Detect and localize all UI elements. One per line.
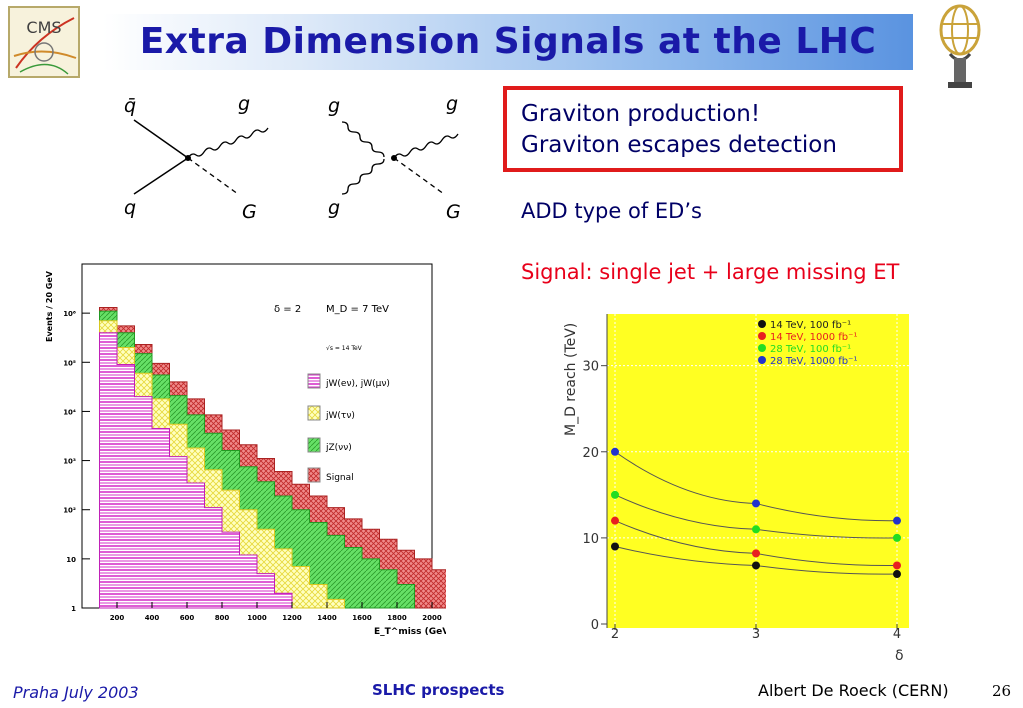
hist-series-0 [99, 332, 293, 609]
hist-annot-sqrts: √s = 14 TeV [326, 345, 363, 352]
hist-xtick: 2000 [422, 614, 442, 622]
diagram2-label-br: G [446, 201, 461, 223]
reach-ytick: 10 [582, 532, 599, 547]
page-number: 26 [992, 682, 1012, 700]
reach-ytick: 0 [591, 618, 599, 633]
hist-xtick: 1200 [282, 614, 302, 622]
reach-point [893, 516, 901, 525]
cms-logo-text: CMS [26, 18, 61, 37]
legend-swatch-jz [307, 437, 321, 453]
legend-swatch-signal [307, 467, 321, 483]
footer-left: Praha July 2003 [13, 683, 139, 702]
reach-legend-marker [758, 344, 766, 352]
reach-xlabel: δ [895, 648, 904, 664]
reach-ytick: 20 [582, 446, 599, 461]
reach-legend-label: 28 TeV, 100 fb⁻¹ [770, 344, 851, 355]
diagram2-label-tl: g [328, 95, 340, 117]
footer-right: Albert De Roeck (CERN) [758, 681, 949, 700]
reach-point [611, 516, 619, 525]
hist-xtick: 1400 [317, 614, 337, 622]
reach-point [752, 499, 760, 508]
hist-xtick: 800 [215, 614, 230, 622]
reach-ytick: 30 [582, 360, 599, 375]
hist-xtick: 1800 [387, 614, 407, 622]
hist-legend: jW(eν), jW(μν) jW(τν) jZ(νν) Signal [307, 373, 390, 483]
graviton-line-1: Graviton production! [521, 101, 761, 127]
footer-center: SLHC prospects [372, 681, 505, 699]
reach-point [611, 490, 619, 499]
diagram2-label-tr: g [446, 93, 458, 115]
hist-xtick: 600 [180, 614, 195, 622]
feynman-diagrams: q̄ g q G g g g G [124, 93, 461, 223]
legend-swatch-jwtau [307, 405, 321, 421]
reach-point [611, 542, 619, 551]
feynman-diagram-gg: g g g G [328, 93, 461, 223]
reach-ylabel: M_D reach (TeV) [563, 323, 579, 436]
reach-legend-marker [758, 320, 766, 328]
diagram1-label-tr: g [238, 93, 250, 115]
reach-plot-bg [607, 314, 909, 628]
legend-jwtau: jW(τν) [325, 411, 355, 421]
diagram2-label-bl: g [328, 197, 340, 219]
reach-legend-label: 14 TeV, 100 fb⁻¹ [770, 320, 851, 331]
diagram1-label-tl: q̄ [124, 95, 136, 117]
hist-xlabel: E_T^miss (GeV) [374, 627, 446, 637]
hist-annot-delta: δ = 2 [274, 304, 301, 315]
hist-ytick: 10⁴ [63, 408, 76, 416]
signal-text: Signal: single jet + large missing ET [521, 260, 900, 284]
diagram1-label-br: G [242, 201, 257, 223]
hist-ytick: 10 [66, 556, 76, 564]
reach-point [752, 561, 760, 570]
hist-ytick: 1 [71, 605, 76, 613]
md-reach-plot: 2 3 4 0 10 20 30 M_D reach (TeV) δ 14 TeV, 100… [563, 314, 909, 664]
hist-xtick: 400 [145, 614, 160, 622]
legend-swatch-jw [307, 373, 321, 389]
reach-legend-label: 28 TeV, 1000 fb⁻¹ [770, 356, 857, 367]
reach-xtick: 2 [611, 627, 619, 642]
met-histogram: 200 400 600 800 1000 1200 1400 1600 1800 2000 1 10 1… [45, 263, 446, 637]
reach-legend: 14 TeV, 100 fb⁻¹14 TeV, 1000 fb⁻¹28 TeV,… [758, 320, 857, 367]
reach-point [752, 525, 760, 534]
hist-annot-md: M_D = 7 TeV [326, 304, 389, 315]
legend-jz: jZ(νν) [325, 443, 352, 453]
diagram1-label-bl: q [124, 197, 136, 219]
hist-xtick: 1600 [352, 614, 372, 622]
reach-point [893, 533, 901, 542]
graviton-line-2: Graviton escapes detection [521, 132, 837, 158]
reach-point [752, 549, 760, 558]
reach-point [893, 570, 901, 579]
hist-ytick: 10² [63, 507, 76, 515]
legend-jw: jW(eν), jW(μν) [325, 379, 390, 389]
cms-logo: CMS [8, 6, 80, 78]
reach-legend-marker [758, 332, 766, 340]
slide-title: Extra Dimension Signals at the LHC [139, 21, 877, 62]
reach-xtick: 4 [893, 627, 901, 642]
atlas-logo [939, 4, 981, 88]
hist-xtick: 1000 [247, 614, 267, 622]
legend-signal: Signal [326, 473, 354, 483]
feynman-diagram-qqbar: q̄ g q G [124, 93, 269, 223]
reach-legend-marker [758, 356, 766, 364]
reach-legend-label: 14 TeV, 1000 fb⁻¹ [770, 332, 857, 343]
hist-ytick: 10⁶ [63, 310, 76, 318]
reach-point [893, 561, 901, 570]
add-type-text: ADD type of ED’s [521, 199, 702, 223]
hist-ylabel: Events / 20 GeV [45, 270, 54, 342]
graviton-box [503, 86, 903, 172]
hist-xtick: 200 [110, 614, 125, 622]
hist-ytick: 10³ [63, 458, 76, 466]
reach-xtick: 3 [752, 627, 760, 642]
hist-ytick: 10⁵ [63, 359, 76, 367]
reach-point [611, 447, 619, 456]
title-banner [103, 14, 913, 70]
